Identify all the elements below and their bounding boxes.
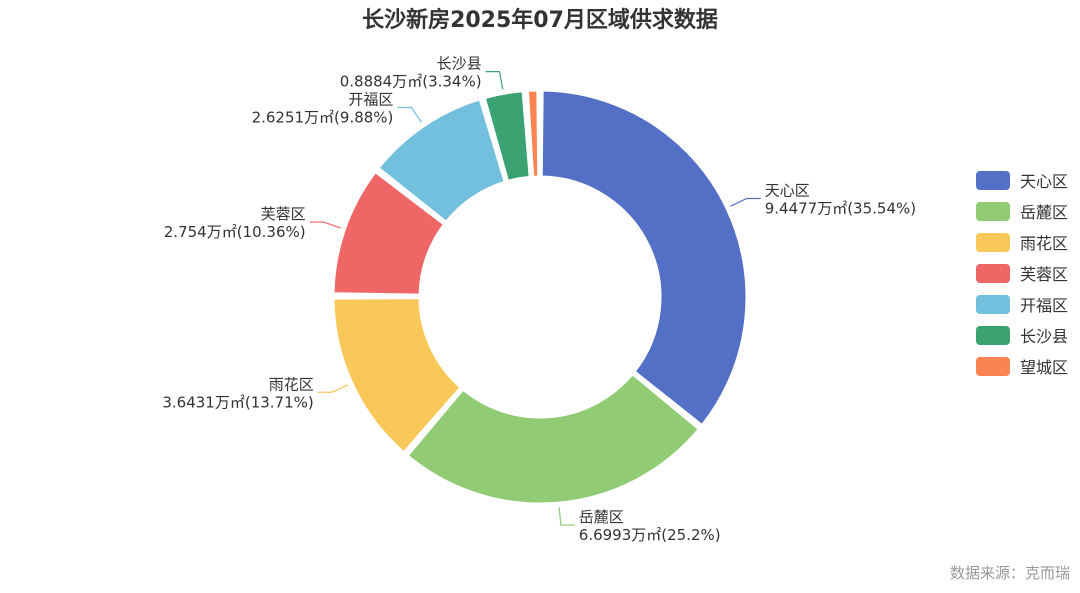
leader-line-天心区 bbox=[730, 197, 761, 207]
legend-swatch bbox=[976, 232, 1010, 252]
slice-label-value: 0.8884万㎡(3.34%) bbox=[340, 73, 482, 91]
legend-label: 雨花区 bbox=[1020, 234, 1069, 253]
legend-item-开福区[interactable]: 开福区 bbox=[976, 294, 1069, 315]
leader-line-开福区 bbox=[397, 106, 423, 123]
legend-swatch bbox=[976, 325, 1010, 345]
slice-label-value: 3.6431万㎡(13.71%) bbox=[162, 393, 313, 411]
slice-label-name: 长沙县 bbox=[437, 55, 482, 73]
legend-label: 岳麓区 bbox=[1020, 203, 1069, 222]
slice-label-name: 岳麓区 bbox=[579, 508, 624, 526]
legend-item-雨花区[interactable]: 雨花区 bbox=[976, 232, 1069, 253]
chart-title: 长沙新房2025年07月区域供求数据 bbox=[362, 8, 718, 33]
legend-label: 天心区 bbox=[1020, 172, 1069, 191]
legend-swatch bbox=[976, 170, 1010, 190]
slice-label-name: 开福区 bbox=[348, 91, 393, 109]
legend-label: 长沙县 bbox=[1020, 327, 1069, 346]
legend-item-长沙县[interactable]: 长沙县 bbox=[976, 325, 1069, 346]
leader-line-雨花区 bbox=[317, 384, 349, 393]
legend-label: 望城区 bbox=[1020, 358, 1069, 377]
slice-雨花区[interactable] bbox=[331, 296, 463, 455]
slice-label-name: 芙蓉区 bbox=[261, 205, 306, 223]
legend-swatch bbox=[976, 201, 1010, 221]
slice-label-value: 2.6251万㎡(9.88%) bbox=[252, 109, 394, 127]
slice-label-value: 6.6993万㎡(25.2%) bbox=[579, 526, 721, 544]
legend-item-芙蓉区[interactable]: 芙蓉区 bbox=[976, 263, 1069, 284]
legend-swatch bbox=[976, 263, 1010, 283]
slice-开福区[interactable] bbox=[376, 97, 507, 224]
legend-label: 芙蓉区 bbox=[1020, 265, 1069, 284]
slice-望城区[interactable] bbox=[525, 88, 541, 179]
slice-长沙县[interactable] bbox=[482, 89, 532, 183]
leader-line-岳麓区 bbox=[558, 507, 575, 526]
leader-line-芙蓉区 bbox=[309, 221, 341, 229]
slice-label-name: 雨花区 bbox=[269, 375, 314, 393]
slice-岳麓区[interactable] bbox=[405, 372, 701, 506]
legend-label: 开福区 bbox=[1020, 296, 1069, 315]
legend-swatch bbox=[976, 294, 1010, 314]
legend-item-岳麓区[interactable]: 岳麓区 bbox=[976, 201, 1069, 222]
legend: 天心区岳麓区雨花区芙蓉区开福区长沙县望城区 bbox=[976, 170, 1068, 387]
slice-label-value: 2.754万㎡(10.36%) bbox=[164, 223, 306, 241]
legend-item-天心区[interactable]: 天心区 bbox=[976, 170, 1069, 191]
leader-line-长沙县 bbox=[485, 70, 504, 90]
legend-swatch bbox=[976, 356, 1010, 376]
source-note: 数据来源：克而瑞 bbox=[949, 564, 1070, 582]
slice-label-name: 天心区 bbox=[765, 181, 810, 199]
slice-label-value: 9.4477万㎡(35.54%) bbox=[765, 199, 916, 217]
legend-item-望城区[interactable]: 望城区 bbox=[976, 356, 1069, 377]
slice-天心区[interactable] bbox=[539, 88, 749, 428]
slice-group bbox=[331, 88, 749, 506]
slice-芙蓉区[interactable] bbox=[331, 170, 447, 297]
